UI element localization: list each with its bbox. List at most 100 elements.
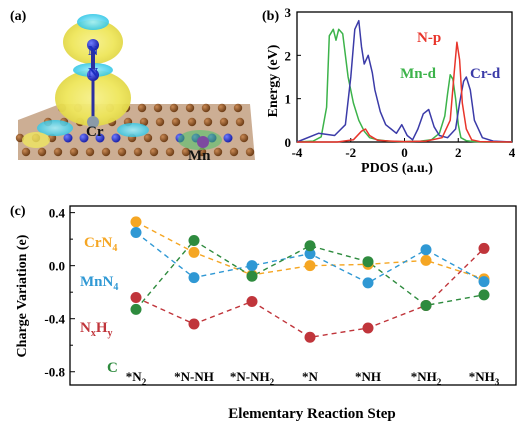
substrate-carbon-atom xyxy=(171,117,181,127)
substrate-carbon-atom xyxy=(217,103,227,113)
panel-c-label: (c) xyxy=(10,204,26,219)
charge-lobe-cyan-right xyxy=(117,123,149,137)
charge-category-label: *NH3 xyxy=(469,369,500,387)
pdos-y-axis-label: Energy (eV) xyxy=(266,44,281,117)
category-label-main: *N xyxy=(302,369,319,384)
charge-point-mnn4 xyxy=(362,277,374,289)
substrate-carbon-atom xyxy=(37,147,47,157)
charge-point-c xyxy=(420,299,432,311)
charge-y-tick-label: -0.8 xyxy=(44,365,65,380)
panel-b-label: (b) xyxy=(262,9,279,24)
panel-a-structure-image: (a) N N Cr Mn xyxy=(10,9,255,164)
pdos-y-tick-label: 2 xyxy=(285,48,292,63)
charge-y-tick-label: 0.4 xyxy=(49,206,66,221)
charge-lobe-cyan-top xyxy=(77,14,109,30)
substrate-nitrogen-atom xyxy=(95,133,105,143)
substrate-nitrogen-atom xyxy=(111,133,121,143)
category-label-main: *NH xyxy=(355,369,381,384)
substrate-carbon-atom xyxy=(169,103,179,113)
charge-point-nxhy xyxy=(246,295,258,307)
charge-plot-frame xyxy=(69,205,517,386)
substrate-carbon-atom xyxy=(139,117,149,127)
pdos-series-line-mn-d xyxy=(296,28,512,143)
charge-point-mnn4 xyxy=(130,227,142,239)
charge-legend-c: C xyxy=(107,360,118,376)
legend-subscript: 4 xyxy=(112,243,117,254)
charge-category-label: *NH xyxy=(355,369,381,384)
charge-legend-crn4: CrN4 xyxy=(84,235,117,254)
nitrogen-atom-top xyxy=(87,39,99,51)
pdos-y-tick-label: 0 xyxy=(285,135,292,150)
substrate-carbon-atom xyxy=(117,147,127,157)
substrate-carbon-atom xyxy=(219,117,229,127)
charge-point-nxhy xyxy=(304,331,316,343)
charge-point-crn4 xyxy=(188,246,200,258)
charge-y-axis-label: Charge Variation (e) xyxy=(15,234,30,357)
category-label-main: *N xyxy=(126,369,143,384)
legend-main: H xyxy=(96,320,108,336)
pdos-legend-cr-d: Cr-d xyxy=(470,66,501,82)
pdos-x-axis-label: PDOS (a.u.) xyxy=(361,161,433,176)
panel-a-label: (a) xyxy=(10,9,27,24)
substrate-carbon-atom xyxy=(69,147,79,157)
charge-point-c xyxy=(362,256,374,268)
atom-label-mn: Mn xyxy=(188,148,211,164)
pdos-plot-area: -4 -2 0 2 4 0 1 2 3 Mn-d Cr-d N-p xyxy=(285,5,516,160)
substrate-carbon-atom xyxy=(133,147,143,157)
substrate-carbon-atom xyxy=(165,147,175,157)
substrate-carbon-atom xyxy=(21,147,31,157)
pdos-x-tick-label: -4 xyxy=(292,145,303,160)
category-label-main: *N-NH xyxy=(230,369,270,384)
charge-point-crn4 xyxy=(130,216,142,228)
substrate-nitrogen-atom xyxy=(63,133,73,143)
substrate-nitrogen-atom xyxy=(223,133,233,143)
substrate-carbon-atom xyxy=(187,117,197,127)
substrate-carbon-atom xyxy=(235,117,245,127)
charge-point-crn4 xyxy=(420,254,432,266)
substrate-carbon-atom xyxy=(159,133,169,143)
pdos-series-line-n-p xyxy=(297,41,513,143)
charge-point-nxhy xyxy=(130,291,142,303)
substrate-carbon-atom xyxy=(245,147,255,157)
charge-point-mnn4 xyxy=(478,276,490,288)
pdos-y-tick-label: 1 xyxy=(285,92,292,107)
substrate-carbon-atom xyxy=(85,147,95,157)
substrate-carbon-atom xyxy=(137,103,147,113)
charge-lobe-yellow-left xyxy=(22,132,50,148)
charge-point-nxhy xyxy=(478,242,490,254)
substrate-carbon-atom xyxy=(143,133,153,143)
legend-main: N xyxy=(80,320,91,336)
substrate-carbon-atom xyxy=(185,103,195,113)
charge-y-tick-label: 0.0 xyxy=(49,259,65,274)
substrate-carbon-atom xyxy=(233,103,243,113)
manganese-atom xyxy=(197,136,209,148)
substrate-carbon-atom xyxy=(153,103,163,113)
substrate-carbon-atom xyxy=(203,117,213,127)
charge-point-mnn4 xyxy=(420,244,432,256)
legend-subscript: x xyxy=(91,328,96,339)
charge-y-tick-label: -0.4 xyxy=(44,312,65,327)
substrate-carbon-atom xyxy=(149,147,159,157)
legend-main: MnN xyxy=(80,274,114,290)
charge-point-c xyxy=(478,289,490,301)
category-label-subscript: 3 xyxy=(495,377,500,387)
panel-b-pdos-chart: (b) -4 -2 0 2 4 0 1 2 3 Mn-d Cr-d N-p PDOS (a.u.) E… xyxy=(262,5,516,176)
charge-legend-mnn4: MnN4 xyxy=(80,274,118,293)
atom-label-cr: Cr xyxy=(86,124,104,140)
charge-point-c xyxy=(188,234,200,246)
charge-category-label: *N-NH xyxy=(174,369,214,384)
category-label-subscript: 2 xyxy=(142,377,147,387)
substrate-carbon-atom xyxy=(239,133,249,143)
pdos-series-line-cr-d xyxy=(296,19,513,143)
substrate-carbon-atom xyxy=(53,147,63,157)
charge-point-c xyxy=(130,303,142,315)
charge-point-mnn4 xyxy=(188,272,200,284)
nitrogen-atom-bottom xyxy=(87,69,99,81)
legend-main: CrN xyxy=(84,235,112,251)
charge-point-mnn4 xyxy=(304,248,316,260)
atom-label-n-bottom: N xyxy=(88,66,98,81)
substrate-nitrogen-atom xyxy=(79,133,89,143)
charge-category-label: *N xyxy=(302,369,319,384)
substrate-carbon-atom xyxy=(201,103,211,113)
